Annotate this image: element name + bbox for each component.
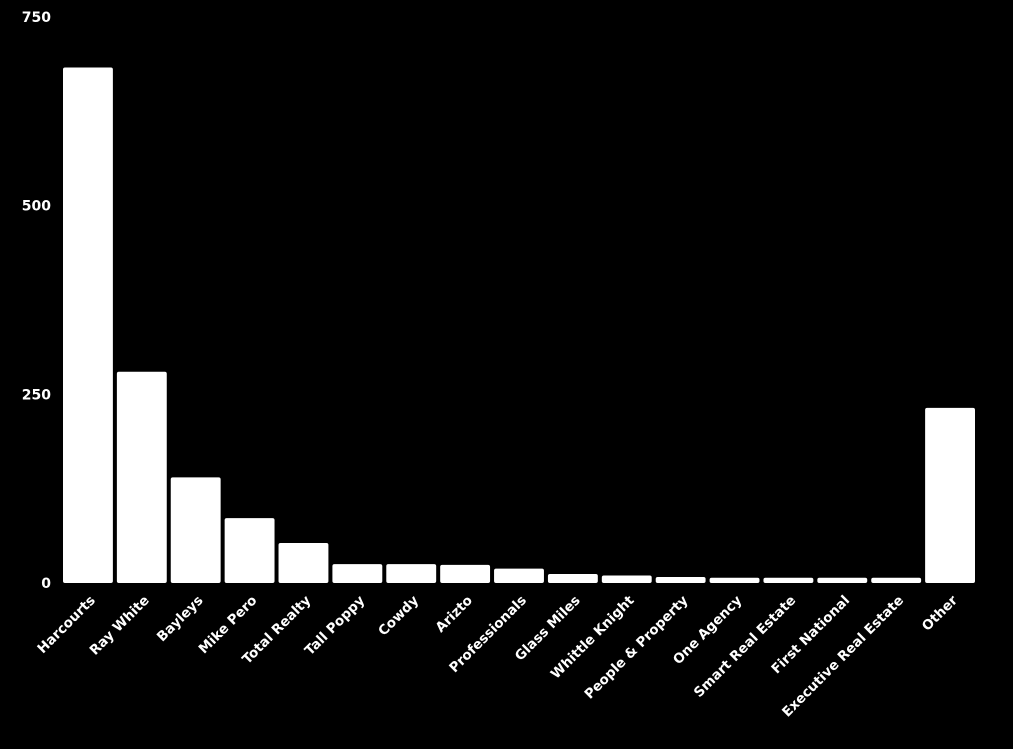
bar-one-agency xyxy=(709,577,760,583)
bar-total-realty xyxy=(278,543,329,583)
bar-bayleys xyxy=(170,477,221,583)
bar-first-national xyxy=(817,577,868,583)
bar-mike-pero xyxy=(224,518,275,583)
y-tick-label: 250 xyxy=(22,387,51,403)
bar-arizto xyxy=(440,564,491,583)
bar-cowdy xyxy=(386,564,437,583)
y-tick-label: 0 xyxy=(41,576,51,592)
x-tick-label: Other xyxy=(919,592,961,634)
bar-tall-poppy xyxy=(332,564,383,583)
y-axis: 0 250 500 750 xyxy=(22,10,51,592)
bar-executive-real-estate xyxy=(871,577,922,583)
bar-harcourts xyxy=(63,67,113,583)
x-tick-label: Smart Real Estate xyxy=(691,593,799,701)
y-tick-label: 750 xyxy=(22,10,51,26)
bar-ray-white xyxy=(116,371,167,583)
x-tick-label: Arizto xyxy=(433,593,476,636)
x-tick-label: Bayleys xyxy=(154,593,207,646)
bar-whittle-knight xyxy=(601,575,652,583)
x-tick-label: Cowdy xyxy=(375,592,422,639)
bar-glass-miles xyxy=(547,573,598,583)
bars-group xyxy=(63,67,975,583)
y-tick-label: 500 xyxy=(22,199,51,215)
x-tick-label: People & Property xyxy=(582,592,692,702)
bar-other xyxy=(925,407,975,583)
bar-people-property xyxy=(655,576,706,583)
bar-professionals xyxy=(494,568,544,583)
bar-smart-real-estate xyxy=(763,577,814,583)
